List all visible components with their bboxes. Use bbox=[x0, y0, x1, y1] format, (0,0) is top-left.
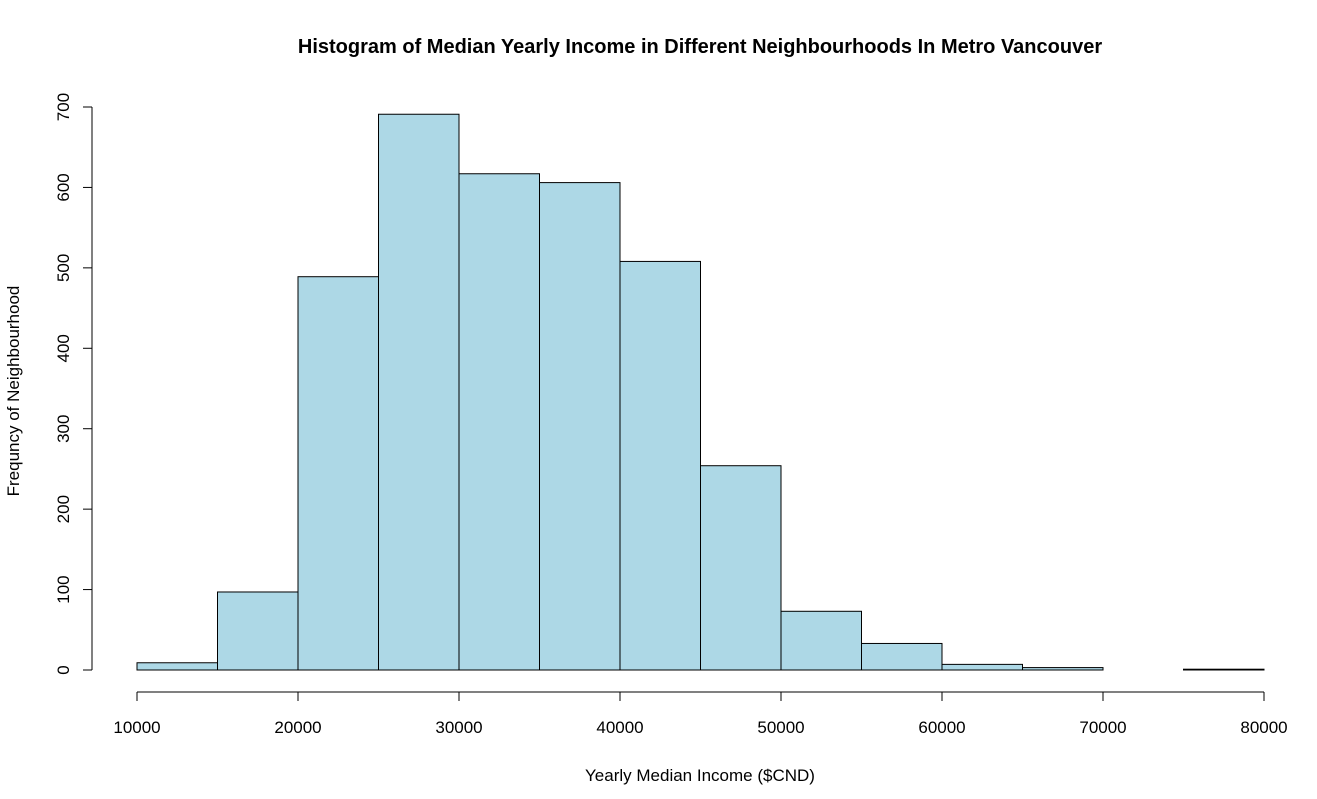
histogram-bar-10 bbox=[861, 642, 943, 671]
y-tick-label: 700 bbox=[54, 93, 73, 121]
y-tick-label: 0 bbox=[54, 665, 73, 674]
histogram-bar-11 bbox=[941, 663, 1023, 671]
histogram-bar-2 bbox=[217, 591, 299, 671]
y-tick-label: 600 bbox=[54, 173, 73, 201]
histogram-bar-5 bbox=[458, 173, 540, 671]
y-axis: 0 100 200 300 400 500 600 700 bbox=[54, 93, 93, 675]
x-tick-label: 40000 bbox=[596, 718, 643, 737]
y-tick-label: 100 bbox=[54, 575, 73, 603]
histogram-bar-6 bbox=[539, 182, 621, 671]
chart-title: Histogram of Median Yearly Income in Dif… bbox=[298, 36, 1102, 58]
histogram-bar-14 bbox=[1183, 668, 1265, 671]
y-axis-label: Frequncy of Neighbourhood bbox=[4, 286, 23, 497]
y-tick-label: 200 bbox=[54, 495, 73, 523]
x-tick-label: 70000 bbox=[1079, 718, 1126, 737]
x-tick-label: 10000 bbox=[113, 718, 160, 737]
x-tick-label: 50000 bbox=[757, 718, 804, 737]
y-tick-label: 300 bbox=[54, 415, 73, 443]
x-tick-label: 30000 bbox=[435, 718, 482, 737]
y-tick-label: 500 bbox=[54, 254, 73, 282]
x-axis: 10000 20000 30000 40000 50000 60000 70000 80000 bbox=[113, 691, 1288, 737]
histogram-bar-3 bbox=[297, 276, 379, 671]
x-tick-label: 20000 bbox=[274, 718, 321, 737]
x-axis-label: Yearly Median Income ($CND) bbox=[585, 766, 815, 785]
histogram-bar-9 bbox=[780, 610, 862, 671]
histogram-bar-7 bbox=[619, 260, 701, 671]
histogram-bar-8 bbox=[700, 465, 782, 671]
histogram-bar-12 bbox=[1022, 667, 1104, 671]
histogram-bars bbox=[136, 113, 1265, 671]
y-tick-label: 400 bbox=[54, 334, 73, 362]
x-tick-label: 60000 bbox=[918, 718, 965, 737]
x-tick-label: 80000 bbox=[1240, 718, 1287, 737]
histogram-bar-1 bbox=[136, 662, 218, 671]
histogram-bar-4 bbox=[378, 113, 460, 671]
